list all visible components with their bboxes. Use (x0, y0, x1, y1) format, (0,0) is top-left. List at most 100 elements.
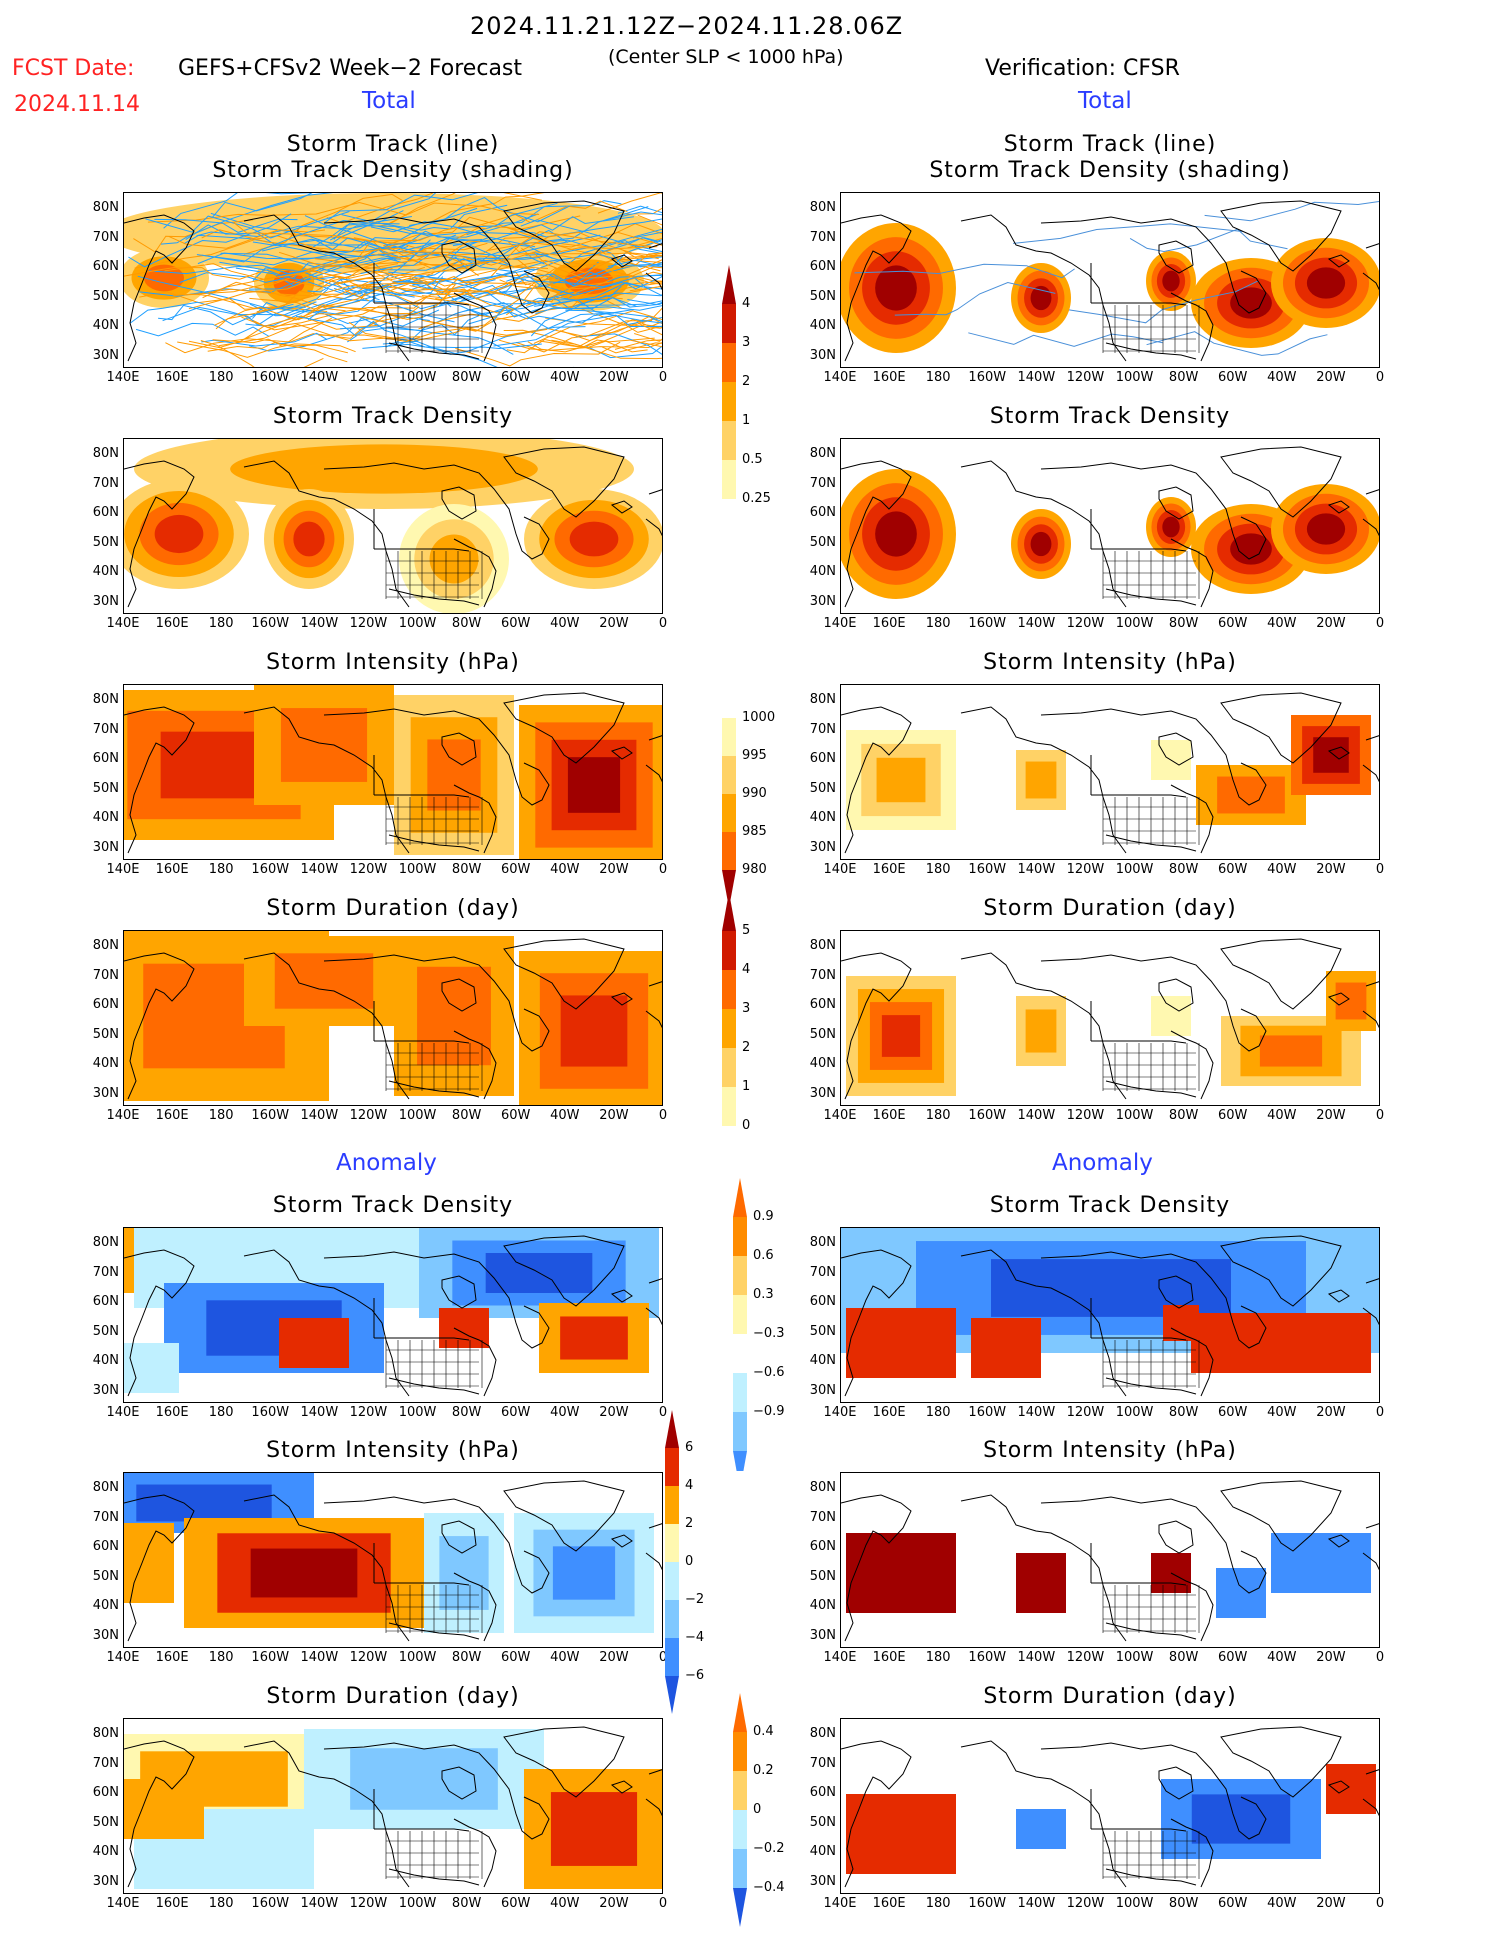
shading (124, 931, 662, 1105)
lon-tick: 120W (349, 370, 388, 385)
state-boundaries (1102, 1043, 1200, 1091)
colorbar-tick: 0.9 (753, 1209, 774, 1224)
title-track-shading-left: Storm Track Density (shading) (212, 158, 574, 183)
lat-tick: 30N (92, 347, 119, 363)
period-title: 2024.11.21.12Z−2024.11.28.06Z (470, 12, 904, 40)
lat-tick: 60N (92, 1539, 119, 1554)
lon-tick: 0 (658, 616, 668, 631)
lon-tick: 140W (300, 616, 339, 631)
colorbar-tick: 6 (685, 1440, 694, 1455)
lat-tick: 70N (92, 721, 119, 737)
lon-tick: 100W (1115, 862, 1154, 877)
lat-tick: 50N (809, 1568, 836, 1584)
colorbar-tick: 0.3 (753, 1287, 774, 1302)
colorbar-svg (733, 1693, 747, 1927)
colorbar-density-anomaly: 0.9 0.6 0.3 −0.3 −0.6 −0.9 (733, 1178, 823, 1490)
lon-tick: 180 (208, 1405, 234, 1420)
lat-tick: 30N (809, 1085, 836, 1101)
lat-tick: 60N (809, 1539, 836, 1554)
lon-tick: 20W (599, 370, 629, 385)
colorbar-tick: 0.2 (753, 1763, 774, 1778)
lon-tick: 20W (1316, 862, 1346, 877)
lat-tick: 40N (809, 810, 836, 825)
lon-tick: 160W (968, 1405, 1007, 1420)
lon-tick: 140E (823, 616, 857, 631)
lon-tick: 100W (1115, 616, 1154, 631)
lon-tick: 160W (968, 862, 1007, 877)
colorbar-tick: 1 (742, 413, 751, 428)
title-density-anom-left: Storm Track Density (272, 1193, 514, 1218)
lon-tick: 140W (1017, 370, 1056, 385)
lon-tick: 20W (599, 1405, 629, 1420)
lon-tick: 80W (451, 616, 482, 631)
colorbar-svg (722, 680, 736, 908)
lon-tick: 160W (251, 1108, 290, 1123)
lon-tick: 80W (451, 1405, 482, 1420)
lon-tick: 120W (1066, 370, 1105, 385)
state-boundaries (385, 1340, 483, 1388)
lon-tick: 140E (823, 1108, 857, 1123)
lat-tick: 70N (92, 967, 119, 983)
map-canvas (124, 1228, 662, 1402)
lat-tick: 80N (92, 938, 119, 953)
coastlines (124, 692, 662, 854)
map-canvas (841, 931, 1379, 1105)
colorbar-tick: 1000 (742, 710, 776, 725)
lat-tick: 70N (92, 1264, 119, 1280)
map-density-anomaly-forecast (123, 1227, 663, 1403)
lon-tick: 140W (1017, 616, 1056, 631)
shading (841, 469, 1379, 599)
lon-tick: 100W (398, 1108, 437, 1123)
lon-tick: 40W (1267, 1650, 1297, 1665)
lon-tick: 180 (925, 862, 951, 877)
lat-tick: 40N (92, 318, 119, 333)
shading (124, 1473, 654, 1633)
lon-tick: 120W (1066, 616, 1105, 631)
lon-tick: 180 (925, 1108, 951, 1123)
lat-tick: 50N (809, 780, 836, 796)
map-intensity-anomaly-verification (840, 1472, 1380, 1648)
coastlines (124, 446, 662, 608)
colorbar-tick: −6 (685, 1668, 705, 1683)
map-canvas (124, 193, 662, 367)
lon-tick: 60W (501, 1108, 531, 1123)
lon-tick: 140W (300, 370, 339, 385)
lon-tick: 40W (550, 370, 580, 385)
lat-tick: 80N (809, 1235, 836, 1250)
lat-tick: 50N (809, 1026, 836, 1042)
lon-tick: 40W (550, 1108, 580, 1123)
lon-tick: 140W (1017, 1650, 1056, 1665)
lon-tick: 80W (1168, 370, 1199, 385)
lon-tick: 140E (106, 862, 140, 877)
lat-tick: 60N (809, 751, 836, 766)
lat-tick: 30N (92, 593, 119, 609)
title-track-shading-right: Storm Track Density (shading) (929, 158, 1291, 183)
lon-tick: 160E (155, 1108, 189, 1123)
lon-tick: 0 (1375, 862, 1385, 877)
lat-tick: 70N (809, 475, 836, 491)
coastlines (124, 200, 662, 362)
lon-tick: 180 (208, 1108, 234, 1123)
lon-tick: 120W (1066, 1896, 1105, 1911)
colorbar-svg (665, 1410, 679, 1714)
lon-tick: 160W (251, 862, 290, 877)
title-track-line-right: Storm Track (line) (1003, 132, 1217, 157)
lon-tick: 20W (599, 1650, 629, 1665)
colorbar-tick: 990 (742, 786, 767, 801)
colorbar-tick: 995 (742, 748, 767, 763)
lon-tick: 160E (155, 862, 189, 877)
lon-tick: 20W (599, 616, 629, 631)
lon-tick: 80W (1168, 1896, 1199, 1911)
lat-tick: 30N (92, 1873, 119, 1889)
lat-tick: 60N (92, 505, 119, 520)
map-canvas (124, 931, 662, 1105)
lon-tick: 20W (1316, 1896, 1346, 1911)
lon-tick: 0 (1375, 1405, 1385, 1420)
map-canvas (124, 1473, 662, 1647)
colorbar-tick: 5 (742, 923, 751, 938)
state-boundaries (1102, 797, 1200, 845)
title-duration-anom-left: Storm Duration (day) (266, 1684, 520, 1709)
lat-tick: 30N (92, 1382, 119, 1398)
colorbar-duration-anomaly: 0.4 0.2 0 −0.2 −0.4 (733, 1693, 823, 1951)
lon-tick: 160W (968, 1896, 1007, 1911)
